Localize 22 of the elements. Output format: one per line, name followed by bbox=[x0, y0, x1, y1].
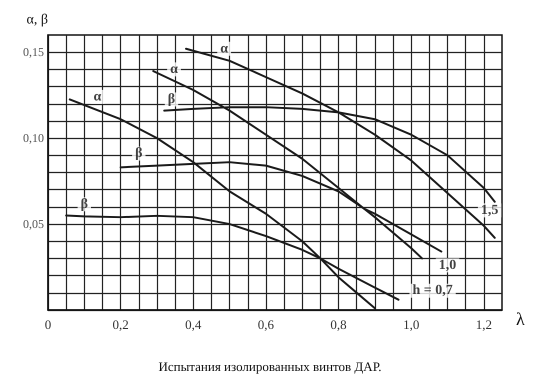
x-tick-label: 0,2 bbox=[112, 317, 129, 332]
x-tick-label: 0,8 bbox=[330, 317, 347, 332]
text: Испытания изолированных винтов ДАР. bbox=[158, 359, 382, 374]
annotation: β bbox=[135, 146, 142, 162]
x-tick-label: 0 bbox=[44, 317, 52, 332]
annotation: 1,0 bbox=[438, 258, 456, 273]
x-tick-label: 0,4 bbox=[185, 317, 202, 332]
y-tick-label: 0,10 bbox=[23, 131, 44, 146]
annotation: α bbox=[170, 62, 178, 77]
y-axis-title: α, β bbox=[26, 12, 48, 28]
annotation: β bbox=[80, 196, 88, 212]
annotation: β bbox=[168, 92, 176, 107]
annotation: α bbox=[93, 89, 102, 104]
x-tick-label: 0,6 bbox=[258, 317, 275, 332]
annotation: 1,5 bbox=[480, 202, 498, 218]
y-tick-label: 0,15 bbox=[23, 45, 44, 60]
y-tick-label: 0,05 bbox=[23, 217, 44, 232]
x-axis-title: λ bbox=[516, 309, 525, 329]
annotation: α bbox=[220, 41, 228, 56]
annotation: h = 0,7 bbox=[412, 283, 453, 298]
x-tick-label: 1,2 bbox=[476, 317, 492, 332]
x-tick-label: 1,0 bbox=[403, 317, 420, 332]
